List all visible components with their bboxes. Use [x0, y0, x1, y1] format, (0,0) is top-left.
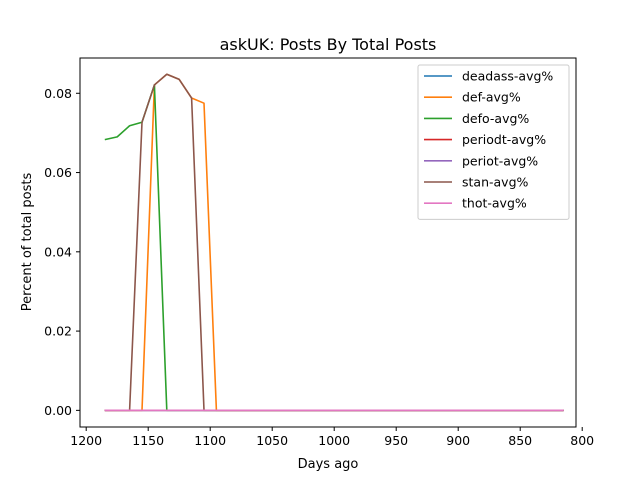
x-axis-label: Days ago	[298, 457, 359, 472]
y-tick-label: 0.08	[44, 86, 72, 101]
y-tick-label: 0.04	[44, 244, 72, 259]
legend-entry: deadass-avg%	[462, 69, 553, 84]
x-tick-label: 850	[508, 433, 532, 448]
plot-frame	[79, 57, 577, 428]
y-tick-label: 0.06	[44, 165, 72, 180]
x-tick-label: 1000	[318, 433, 350, 448]
x-tick-label: 900	[446, 433, 470, 448]
x-tick-label: 1150	[132, 433, 164, 448]
x-tick-label: 1050	[256, 433, 288, 448]
x-tick-label: 800	[570, 433, 594, 448]
x-tick-label: 950	[384, 433, 408, 448]
legend-entry: defo-avg%	[462, 111, 529, 126]
y-tick-label: 0.02	[44, 324, 72, 339]
legend-entry: thot-avg%	[462, 196, 527, 211]
legend: deadass-avg% def-avg% defo-avg% periodt-avg…	[417, 64, 570, 220]
legend-frame	[417, 64, 570, 220]
y-axis-label: Percent of total posts	[20, 173, 35, 312]
chart-title: askUK: Posts By Total Posts	[220, 35, 437, 54]
y-tick-label: 0.00	[44, 403, 72, 418]
legend-entry: stan-avg%	[462, 175, 528, 190]
x-tick-label: 1200	[70, 433, 102, 448]
x-axis: 1200 1150 1100 1050 1000 950 900 850 800	[70, 427, 594, 448]
legend-entry: def-avg%	[462, 90, 521, 105]
y-axis: 0.00 0.02 0.04 0.06 0.08	[44, 86, 80, 418]
series-layer	[104, 73, 564, 412]
x-tick-label: 1100	[194, 433, 226, 448]
legend-entry: periot-avg%	[462, 153, 538, 168]
legend-entry: periodt-avg%	[462, 132, 546, 147]
